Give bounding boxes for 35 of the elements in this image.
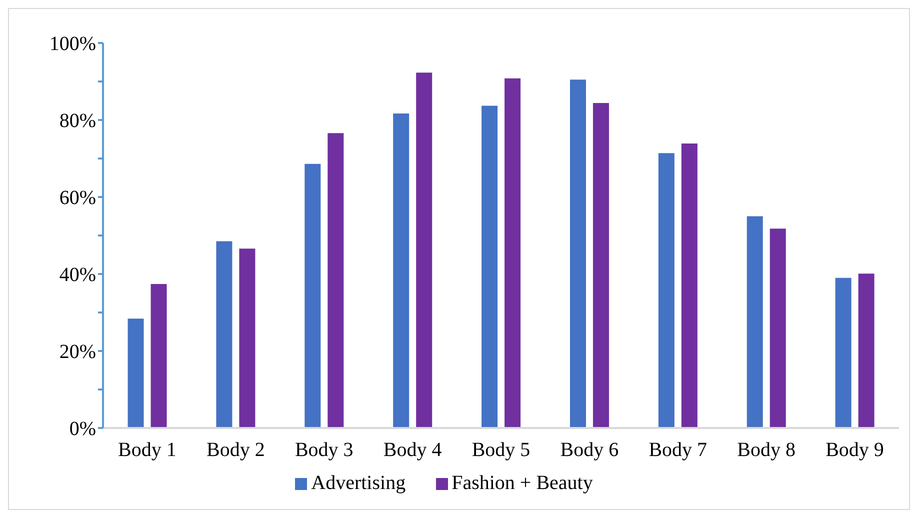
bar [681, 143, 698, 428]
y-tick-label: 60% [59, 187, 96, 210]
bar [746, 216, 763, 428]
x-tick-label: Body 3 [294, 439, 354, 462]
y-tick-label: 40% [59, 264, 96, 286]
bar [592, 103, 609, 428]
bar [858, 274, 874, 428]
bar [328, 133, 344, 428]
x-tick-label: Body 9 [826, 439, 884, 462]
bar [128, 318, 144, 428]
x-tick-label: Body 2 [206, 439, 265, 462]
x-tick-label: Body 4 [383, 439, 442, 462]
x-tick-label: Body 6 [560, 439, 619, 462]
bar [304, 164, 321, 428]
bar [570, 80, 586, 428]
bar [416, 72, 432, 428]
legend-label: Advertising [311, 472, 406, 494]
bar [835, 278, 852, 428]
y-tick-label: 0% [69, 418, 96, 440]
y-tick-label: 100% [49, 33, 96, 56]
bar [150, 284, 167, 428]
x-tick-label: Body 5 [472, 439, 530, 462]
legend-label: Fashion + Beauty [452, 472, 593, 494]
bar [770, 228, 786, 428]
bar [216, 241, 232, 428]
bar [504, 78, 521, 428]
bar [482, 106, 498, 428]
bar [239, 248, 256, 428]
bar [658, 153, 674, 428]
y-tick-label: 80% [59, 110, 96, 132]
y-tick-label: 20% [59, 341, 96, 364]
x-tick-label: Body 1 [118, 439, 176, 462]
bar [393, 113, 410, 428]
x-tick-label: Body 7 [648, 439, 708, 462]
x-tick-label: Body 8 [737, 439, 796, 462]
